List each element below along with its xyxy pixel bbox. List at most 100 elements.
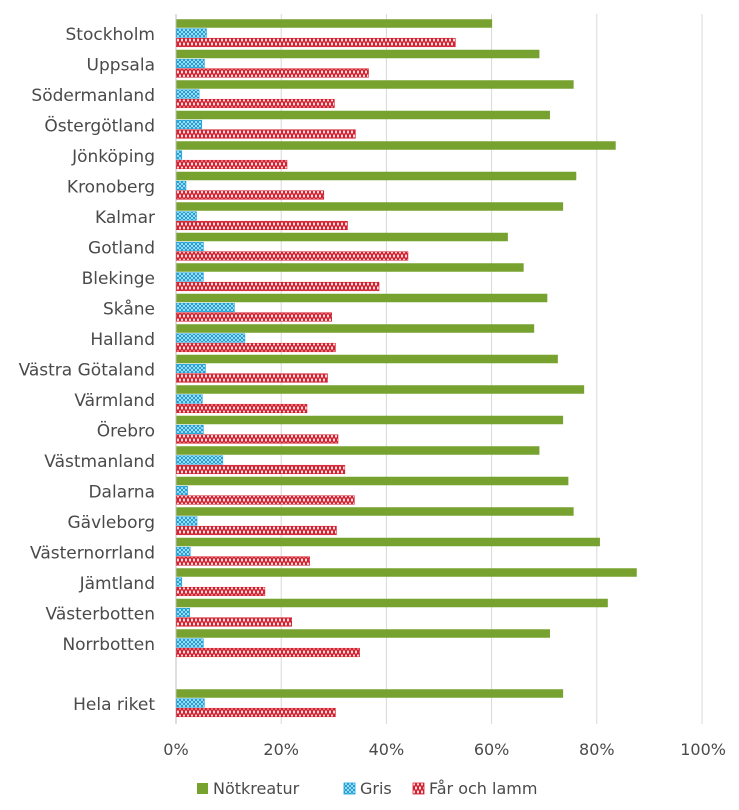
- bar-crosshatch-16: [176, 516, 198, 526]
- x-tick-label: 60%: [474, 740, 510, 759]
- legend-swatch: [412, 782, 425, 795]
- bar-solid-17: [176, 537, 600, 547]
- bar-solid-1: [176, 49, 540, 59]
- bar-zigzag-11: [176, 373, 328, 383]
- bar-zigzag-16: [176, 525, 337, 536]
- bar-solid-5: [176, 171, 577, 181]
- bar-zigzag-8: [176, 281, 380, 292]
- x-tick-labels: 0% 20% 40% 60% 80% 100%: [163, 740, 726, 759]
- category-label: Västmanland: [44, 452, 155, 472]
- bar-crosshatch-21: [176, 698, 205, 708]
- category-label: Södermanland: [31, 86, 155, 106]
- bar-crosshatch-15: [176, 485, 188, 496]
- category-label: Norrbotten: [62, 635, 155, 655]
- bar-crosshatch-1: [176, 58, 205, 69]
- bar-solid-16: [176, 507, 574, 516]
- bar-solid-3: [176, 110, 550, 120]
- category-label: Kronoberg: [67, 178, 155, 198]
- bar-crosshatch-10: [176, 333, 246, 343]
- bar-crosshatch-8: [176, 272, 204, 282]
- bar-solid-21: [176, 689, 564, 698]
- category-label: Jönköping: [71, 147, 155, 167]
- bar-solid-13: [176, 415, 564, 425]
- bar-solid-9: [176, 293, 548, 303]
- bar-crosshatch-9: [176, 302, 235, 313]
- category-label: Halland: [90, 330, 155, 350]
- bar-zigzag-19: [176, 617, 292, 627]
- bar-zigzag-5: [176, 190, 325, 200]
- bar-zigzag-2: [176, 98, 335, 109]
- category-label: Skåne: [103, 299, 155, 320]
- legend-label: Nötkreatur: [213, 779, 300, 798]
- category-label: Dalarna: [88, 483, 155, 503]
- bar-solid-20: [176, 629, 550, 638]
- legend-swatch: [343, 782, 356, 795]
- x-tick-label: 40%: [369, 740, 405, 759]
- legend-label: Gris: [360, 779, 392, 798]
- bar-solid-14: [176, 446, 540, 455]
- bar-crosshatch-5: [176, 180, 187, 191]
- bar-solid-8: [176, 263, 524, 272]
- bar-zigzag-21: [176, 707, 336, 718]
- bar-zigzag-3: [176, 129, 356, 139]
- bar-crosshatch-17: [176, 546, 191, 557]
- bar-solid-0: [176, 19, 493, 28]
- bar-solid-2: [176, 80, 574, 89]
- bar-crosshatch-6: [176, 211, 197, 221]
- bar-solid-10: [176, 324, 535, 333]
- category-label: Gotland: [88, 239, 155, 259]
- bar-zigzag-6: [176, 220, 348, 231]
- bar-crosshatch-13: [176, 424, 204, 435]
- bar-zigzag-18: [176, 586, 266, 597]
- bar-zigzag-20: [176, 647, 360, 658]
- bars-layer: [176, 19, 637, 718]
- bar-crosshatch-18: [176, 577, 183, 587]
- legend: Nötkreatur Gris Får och lamm: [197, 779, 537, 798]
- bar-crosshatch-20: [176, 638, 204, 648]
- legend-item: Gris: [343, 779, 392, 798]
- category-label: Västernorrland: [30, 544, 155, 564]
- x-tick-label: 80%: [579, 740, 615, 759]
- x-tick-label: 20%: [263, 740, 299, 759]
- bar-zigzag-1: [176, 68, 369, 78]
- bar-crosshatch-2: [176, 89, 200, 99]
- category-label: Örebro: [97, 420, 155, 442]
- bar-zigzag-7: [176, 251, 409, 261]
- bar-crosshatch-4: [176, 150, 183, 160]
- legend-label: Får och lamm: [429, 779, 537, 798]
- category-label: Kalmar: [95, 208, 155, 228]
- bar-zigzag-14: [176, 464, 346, 475]
- bar-zigzag-9: [176, 312, 332, 322]
- bar-crosshatch-19: [176, 607, 190, 618]
- category-label: Jämtland: [79, 574, 155, 594]
- x-tick-label: 100%: [680, 740, 726, 759]
- category-label: Västerbotten: [46, 605, 155, 625]
- category-label: Stockholm: [65, 25, 155, 45]
- bar-zigzag-10: [176, 342, 336, 353]
- bar-zigzag-0: [176, 37, 456, 48]
- bar-zigzag-17: [176, 556, 310, 566]
- x-tick-label: 0%: [163, 740, 188, 759]
- bar-solid-6: [176, 202, 564, 211]
- category-label: Uppsala: [87, 56, 155, 76]
- legend-swatch: [197, 783, 208, 794]
- legend-item: Nötkreatur: [197, 779, 300, 798]
- bar-crosshatch-12: [176, 394, 203, 404]
- category-labels: Stockholm Uppsala Södermanland Östergötland…: [19, 25, 156, 715]
- bar-crosshatch-14: [176, 455, 224, 465]
- bar-crosshatch-3: [176, 119, 203, 130]
- bar-zigzag-15: [176, 495, 355, 505]
- bar-zigzag-12: [176, 403, 308, 414]
- category-label: Västra Götaland: [19, 361, 155, 381]
- category-label: Blekinge: [82, 269, 155, 289]
- bar-solid-15: [176, 476, 569, 486]
- bar-solid-19: [176, 598, 608, 608]
- bar-solid-7: [176, 232, 508, 242]
- category-label: Värmland: [74, 391, 155, 411]
- category-label: Gävleborg: [67, 513, 155, 533]
- bar-solid-4: [176, 141, 616, 150]
- legend-item: Får och lamm: [412, 779, 537, 798]
- category-label: Östergötland: [44, 115, 155, 137]
